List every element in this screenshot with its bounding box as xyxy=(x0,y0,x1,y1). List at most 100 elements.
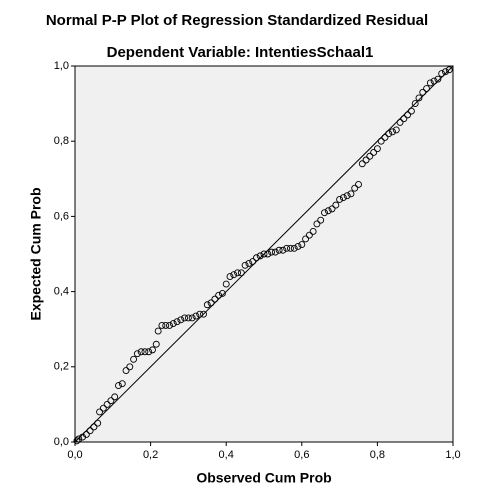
point xyxy=(419,88,427,96)
point xyxy=(188,314,196,322)
point xyxy=(362,156,370,164)
point xyxy=(200,310,207,318)
point xyxy=(377,137,385,145)
point xyxy=(400,115,408,123)
point xyxy=(351,184,359,192)
point xyxy=(237,269,245,277)
point xyxy=(169,320,177,328)
point xyxy=(445,66,453,74)
point xyxy=(111,393,119,401)
point xyxy=(260,250,268,258)
x-tick-label: 0,0 xyxy=(67,449,82,461)
point xyxy=(392,126,400,134)
chart-subtitle: Dependent Variable: IntentiesSchaal1 xyxy=(107,44,374,61)
point xyxy=(290,244,298,252)
point xyxy=(181,314,189,322)
point xyxy=(271,248,279,256)
point xyxy=(321,209,328,217)
point xyxy=(264,250,272,258)
point xyxy=(75,435,83,443)
point xyxy=(133,350,141,358)
point xyxy=(82,431,90,438)
point xyxy=(423,85,430,93)
point xyxy=(294,243,302,250)
point xyxy=(196,310,204,318)
point xyxy=(317,216,325,224)
point xyxy=(256,252,264,260)
point xyxy=(328,205,336,213)
point xyxy=(441,68,449,76)
point xyxy=(222,280,230,288)
reference-line xyxy=(74,65,454,443)
point xyxy=(298,241,306,249)
point xyxy=(404,111,412,119)
point xyxy=(241,261,249,269)
y-axis-title: Expected Cum Prob xyxy=(28,187,44,320)
point xyxy=(162,321,170,329)
point xyxy=(415,94,423,102)
point xyxy=(73,437,81,445)
chart-title: Normal P-P Plot of Regression Standardiz… xyxy=(46,12,428,29)
y-tick-label: 0,4 xyxy=(54,286,69,298)
point xyxy=(366,152,374,160)
point xyxy=(130,355,138,363)
point xyxy=(192,312,200,320)
point xyxy=(203,301,211,309)
point xyxy=(336,196,344,203)
point xyxy=(283,244,291,252)
point xyxy=(218,290,226,297)
point xyxy=(141,348,149,356)
point xyxy=(145,348,153,356)
point xyxy=(339,194,347,202)
point xyxy=(166,321,173,329)
point xyxy=(207,299,215,307)
point xyxy=(385,130,393,138)
point xyxy=(275,246,283,254)
point xyxy=(268,248,276,256)
point xyxy=(230,271,238,279)
point xyxy=(118,380,126,388)
point xyxy=(215,291,223,299)
x-tick-label: 0,8 xyxy=(370,449,385,461)
point xyxy=(211,295,219,303)
point xyxy=(434,75,442,83)
point xyxy=(370,149,378,156)
y-tick-label: 0,6 xyxy=(54,210,69,222)
point xyxy=(355,180,362,188)
point xyxy=(96,408,104,416)
x-tick-label: 0,2 xyxy=(143,449,158,461)
point xyxy=(245,259,253,267)
point xyxy=(287,244,294,252)
point xyxy=(107,397,115,405)
y-tick-label: 0,2 xyxy=(54,361,69,373)
point xyxy=(396,118,404,126)
point xyxy=(94,419,102,427)
y-tick-label: 0,8 xyxy=(54,135,69,147)
point xyxy=(103,400,111,408)
point xyxy=(302,235,310,243)
point xyxy=(152,340,160,348)
point xyxy=(438,70,446,77)
point xyxy=(324,207,332,215)
point xyxy=(381,133,389,141)
point xyxy=(252,254,260,262)
point xyxy=(279,246,287,254)
point xyxy=(313,220,321,228)
point xyxy=(126,363,134,371)
y-tick-label: 1,0 xyxy=(54,60,69,72)
point xyxy=(158,321,166,329)
point xyxy=(90,423,98,431)
point xyxy=(122,367,130,375)
point xyxy=(358,160,366,168)
y-tick-label: 0,0 xyxy=(54,436,69,448)
point xyxy=(305,231,313,239)
point xyxy=(137,348,145,356)
point xyxy=(430,77,438,85)
point xyxy=(347,190,355,198)
point xyxy=(249,258,257,265)
point xyxy=(86,427,94,435)
point xyxy=(184,314,192,322)
x-tick-label: 0,6 xyxy=(294,449,309,461)
point xyxy=(177,316,185,324)
